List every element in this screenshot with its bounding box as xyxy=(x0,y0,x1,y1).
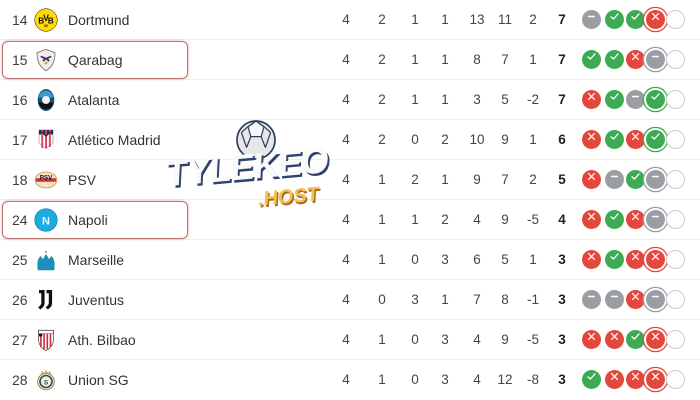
svg-text:09: 09 xyxy=(44,24,48,28)
svg-text:V: V xyxy=(43,13,49,23)
svg-text:S: S xyxy=(44,380,49,387)
svg-text:N: N xyxy=(42,215,50,227)
svg-text:PSV: PSV xyxy=(40,175,53,182)
